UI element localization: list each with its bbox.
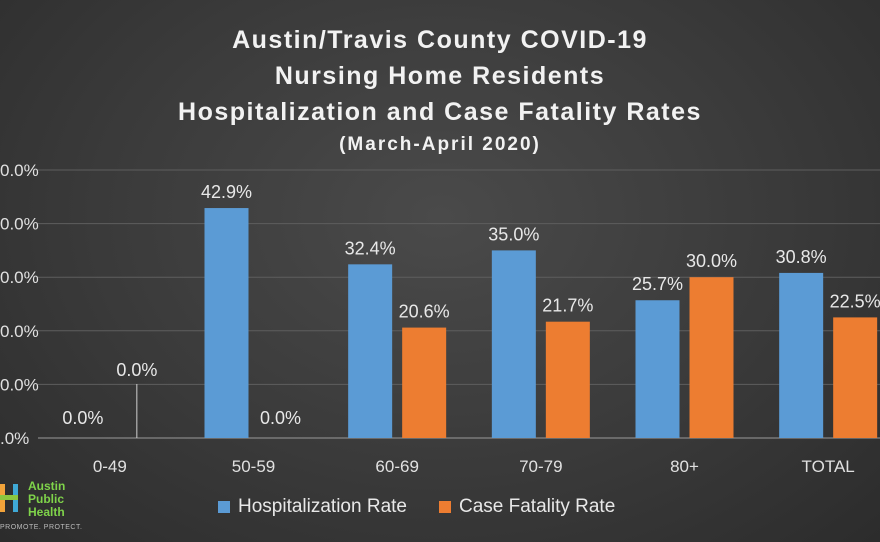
x-tick-label: 60-69 bbox=[375, 457, 418, 476]
data-label: 0.0% bbox=[116, 360, 157, 380]
y-tick-label: 0.0% bbox=[0, 268, 39, 287]
chart-subtitle: (March-April 2020) bbox=[339, 134, 541, 155]
data-label: 42.9% bbox=[201, 182, 252, 202]
logo-line-3: Health bbox=[28, 505, 65, 519]
logo-text: Austin Public Health bbox=[28, 480, 65, 519]
title-line-2: Nursing Home Residents bbox=[274, 62, 606, 90]
y-tick-label: 0.0% bbox=[0, 215, 39, 234]
data-label: 30.8% bbox=[776, 247, 827, 267]
bar bbox=[348, 264, 393, 438]
data-label: 20.6% bbox=[399, 302, 450, 322]
bar bbox=[779, 272, 824, 438]
data-label: 22.5% bbox=[830, 291, 880, 311]
logo-line-2: Public bbox=[28, 492, 65, 506]
data-label: 0.0% bbox=[260, 408, 301, 428]
y-tick-label: .0% bbox=[0, 429, 29, 448]
chart-legend: Hospitalization Rate Case Fatality Rate bbox=[218, 496, 647, 518]
bar bbox=[402, 327, 447, 438]
legend-label-hospitalization: Hospitalization Rate bbox=[238, 496, 407, 517]
y-tick-label: 0.0% bbox=[0, 161, 39, 180]
bar bbox=[635, 300, 680, 438]
logo-line-1: Austin bbox=[28, 479, 66, 493]
bar bbox=[491, 250, 536, 438]
bar bbox=[545, 321, 590, 438]
x-tick-label: 50-59 bbox=[232, 457, 275, 476]
data-label: 0.0% bbox=[62, 408, 103, 428]
x-tick-label: 0-49 bbox=[93, 457, 127, 476]
bar bbox=[204, 208, 249, 438]
data-label: 21.7% bbox=[542, 296, 593, 316]
title-line-3: Hospitalization and Case Fatality Rates bbox=[178, 98, 702, 126]
y-tick-label: 0.0% bbox=[0, 375, 39, 394]
x-tick-label: 80+ bbox=[670, 457, 699, 476]
data-label: 25.7% bbox=[632, 274, 683, 294]
x-tick-label: TOTAL bbox=[802, 457, 855, 476]
title-line-1: Austin/Travis County COVID-19 bbox=[232, 26, 648, 54]
aph-logo-icon bbox=[0, 484, 18, 512]
austin-public-health-logo: Austin Public Health PROMOTE. PROTECT. bbox=[0, 478, 90, 540]
legend-swatch-hospitalization bbox=[218, 501, 230, 513]
legend-label-fatality: Case Fatality Rate bbox=[458, 496, 616, 517]
legend-item-fatality: Case Fatality Rate bbox=[438, 496, 616, 518]
data-label: 35.0% bbox=[488, 224, 539, 244]
data-label: 32.4% bbox=[345, 238, 396, 258]
bar bbox=[833, 317, 878, 438]
chart-title: Austin/Travis County COVID-19 Nursing Ho… bbox=[0, 22, 880, 160]
x-tick-label: 70-79 bbox=[519, 457, 562, 476]
legend-item-hospitalization: Hospitalization Rate bbox=[218, 496, 407, 518]
data-label: 30.0% bbox=[686, 251, 737, 271]
logo-tagline: PROMOTE. PROTECT. bbox=[0, 524, 83, 531]
bar bbox=[689, 277, 734, 438]
legend-swatch-fatality bbox=[438, 501, 451, 513]
y-tick-label: 0.0% bbox=[0, 322, 39, 341]
